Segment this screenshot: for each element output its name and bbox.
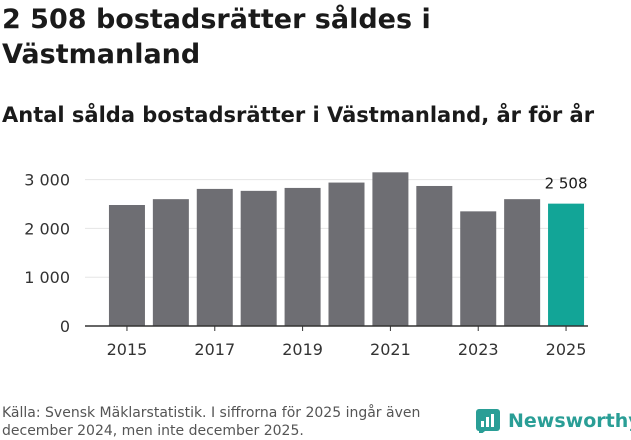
bar-chart: 0 1 000 2 000 3 000 2 508 2015 2017 2019 2021 202… — [24, 171, 588, 359]
bar-2017 — [196, 188, 233, 326]
y-tick-label: 2 000 — [24, 219, 70, 238]
x-tick-label: 2023 — [458, 340, 499, 359]
bar-2015 — [108, 205, 145, 326]
source-note: Källa: Svensk Mäklarstatistik. I siffror… — [2, 405, 421, 439]
bar-2020 — [328, 182, 365, 326]
bar-2018 — [240, 190, 277, 326]
brand-name: Newsworthy — [508, 410, 631, 432]
x-tick-label: 2021 — [370, 340, 411, 359]
bar-2016 — [152, 199, 189, 326]
x-tick-label: 2015 — [107, 340, 148, 359]
bar-2019 — [284, 187, 321, 326]
data-label: 2 508 — [545, 175, 588, 193]
bar-2022 — [416, 185, 453, 326]
x-tick-label: 2025 — [546, 340, 587, 359]
y-tick-label: 0 — [60, 317, 70, 336]
x-tick-label: 2017 — [194, 340, 235, 359]
bar-2021 — [372, 172, 409, 326]
x-tick-label: 2019 — [282, 340, 323, 359]
bar-2024 — [504, 199, 541, 326]
y-tick-label: 3 000 — [24, 171, 70, 190]
bar-2023 — [460, 211, 497, 326]
newsworthy-logo: Newsworthy — [476, 409, 631, 433]
newsworthy-icon — [476, 409, 500, 433]
y-tick-label: 1 000 — [24, 268, 70, 287]
chart-title: 2 508 bostadsrätter såldes i Västmanland — [2, 4, 431, 70]
bar-2025 — [548, 203, 585, 326]
chart-subtitle: Antal sålda bostadsrätter i Västmanland,… — [2, 103, 595, 127]
